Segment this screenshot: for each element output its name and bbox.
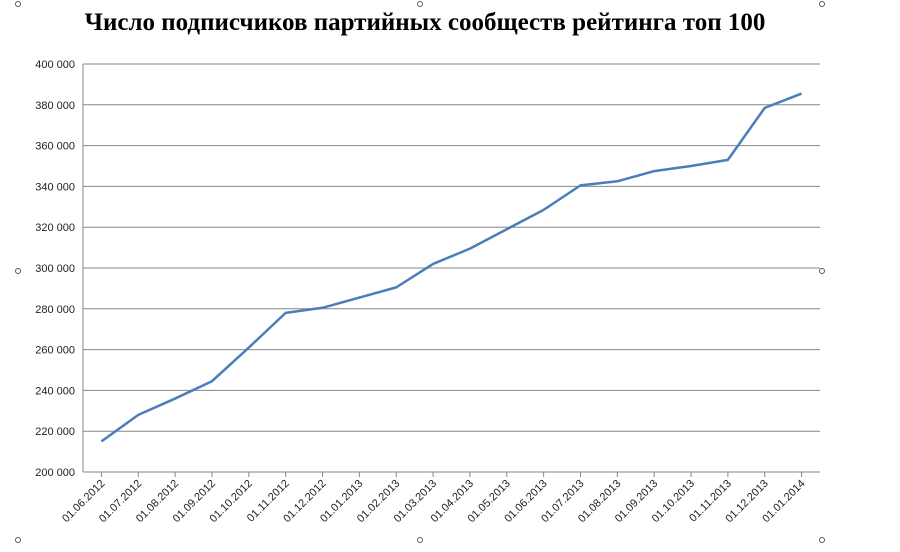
y-tick-label: 240 000 bbox=[35, 385, 75, 397]
handle bbox=[819, 537, 825, 543]
y-tick-label: 360 000 bbox=[35, 141, 75, 153]
y-tick-label: 380 000 bbox=[35, 100, 75, 112]
handle bbox=[15, 268, 21, 274]
y-tick-label: 200 000 bbox=[35, 467, 75, 479]
y-tick-label: 320 000 bbox=[35, 222, 75, 234]
data-line bbox=[100, 92, 803, 443]
handle bbox=[819, 268, 825, 274]
y-tick-label: 220 000 bbox=[35, 426, 75, 438]
selection-handles bbox=[15, 1, 825, 543]
chart-title: Число подписчиков партийных сообществ ре… bbox=[85, 9, 766, 36]
y-tick-label: 400 000 bbox=[35, 59, 75, 71]
handle bbox=[819, 1, 825, 7]
handle bbox=[15, 537, 21, 543]
y-tick-label: 260 000 bbox=[35, 345, 75, 357]
y-tick-label: 340 000 bbox=[35, 181, 75, 193]
y-tick-label: 280 000 bbox=[35, 304, 75, 316]
handle bbox=[417, 537, 423, 543]
y-tick-label: 300 000 bbox=[35, 263, 75, 275]
handle bbox=[417, 1, 423, 7]
handle bbox=[15, 1, 21, 7]
